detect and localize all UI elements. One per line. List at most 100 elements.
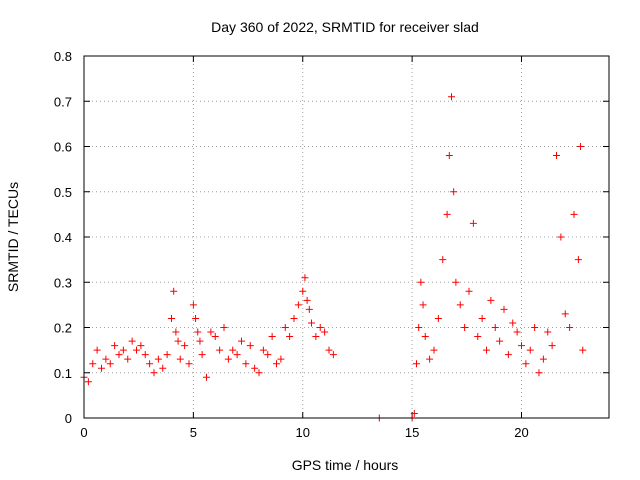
data-point (469, 219, 477, 227)
data-point (316, 324, 324, 331)
data-point (452, 278, 460, 286)
data-point (84, 378, 92, 386)
data-point (430, 346, 438, 354)
data-point (443, 210, 451, 218)
data-point (421, 333, 429, 341)
data-point (181, 342, 189, 350)
y-tick-label: 0.3 (54, 275, 72, 290)
y-tick-label: 0.4 (54, 230, 72, 245)
data-point (185, 360, 193, 368)
data-point (461, 324, 469, 331)
data-point (294, 301, 302, 309)
data-point (299, 287, 307, 295)
data-point (504, 351, 512, 359)
data-point (255, 369, 263, 377)
data-point (220, 324, 228, 331)
data-point (207, 328, 215, 336)
data-point (544, 328, 552, 336)
data-point (413, 360, 420, 368)
x-tick-label: 20 (514, 425, 528, 440)
data-point (577, 143, 585, 150)
data-point (163, 351, 171, 359)
chart-title: Day 360 of 2022, SRMTID for receiver sla… (211, 19, 479, 35)
data-point (233, 351, 241, 359)
data-point (478, 314, 486, 322)
y-tick-label: 0.2 (54, 321, 72, 336)
data-point (211, 333, 219, 341)
data-point (539, 355, 547, 363)
data-point (548, 342, 556, 350)
data-point (325, 346, 333, 354)
x-tick-label: 15 (405, 425, 419, 440)
y-tick-labels: 0 0.1 0.2 0.3 0.4 0.5 0.6 0.7 0.8 (54, 49, 72, 426)
y-tick-label: 0 (65, 411, 72, 426)
data-point (553, 152, 560, 160)
data-point (224, 355, 232, 363)
data-point (526, 346, 534, 354)
axis-ticks (83, 55, 609, 419)
y-tick-label: 0.5 (54, 185, 72, 200)
data-point (561, 310, 569, 318)
data-point (242, 360, 250, 368)
data-point (301, 274, 309, 282)
data-point (277, 355, 285, 363)
data-point (448, 93, 455, 101)
data-point (574, 256, 582, 264)
data-point (286, 333, 294, 341)
data-point (303, 296, 311, 304)
data-point (290, 314, 298, 322)
data-point (535, 369, 543, 377)
data-point (137, 342, 145, 350)
data-point (111, 342, 119, 350)
data-point (259, 346, 267, 354)
data-point (321, 328, 329, 336)
data-point (465, 287, 473, 295)
data-point (419, 301, 427, 309)
data-point (176, 355, 184, 363)
data-point (487, 296, 495, 304)
data-point (98, 364, 105, 372)
data-point (308, 319, 315, 327)
data-point (246, 342, 254, 350)
data-points (80, 93, 587, 422)
data-point (566, 324, 574, 331)
data-point (483, 346, 490, 354)
data-point (579, 346, 587, 354)
data-point (518, 342, 525, 350)
data-point (146, 360, 154, 368)
data-point (89, 360, 97, 368)
data-point (513, 328, 521, 336)
data-point (189, 301, 197, 309)
data-point (570, 210, 578, 218)
data-point (216, 346, 224, 354)
data-point (194, 328, 202, 336)
data-point (268, 333, 276, 341)
data-point (119, 346, 127, 354)
data-point (509, 319, 517, 327)
data-point (434, 314, 442, 322)
data-point (168, 314, 175, 322)
data-point (133, 346, 140, 354)
data-point (522, 360, 530, 368)
data-point (141, 351, 149, 359)
data-point (251, 364, 259, 372)
x-tick-label: 5 (190, 425, 197, 440)
y-axis-label: SRMTID / TECUs (5, 182, 21, 292)
data-point (170, 287, 178, 295)
data-point (439, 256, 447, 264)
y-tick-label: 0.6 (54, 140, 72, 155)
data-point (281, 324, 289, 331)
data-point (474, 333, 482, 341)
y-tick-label: 0.8 (54, 49, 72, 64)
data-point (305, 305, 313, 313)
data-point (174, 337, 182, 345)
data-point (154, 355, 162, 363)
x-tick-labels: 0 5 10 15 20 (80, 425, 528, 440)
plot-frame (83, 55, 610, 419)
data-point (312, 333, 320, 341)
data-point (531, 324, 539, 331)
data-point (229, 346, 237, 354)
data-point (115, 351, 123, 359)
data-point (192, 314, 200, 322)
